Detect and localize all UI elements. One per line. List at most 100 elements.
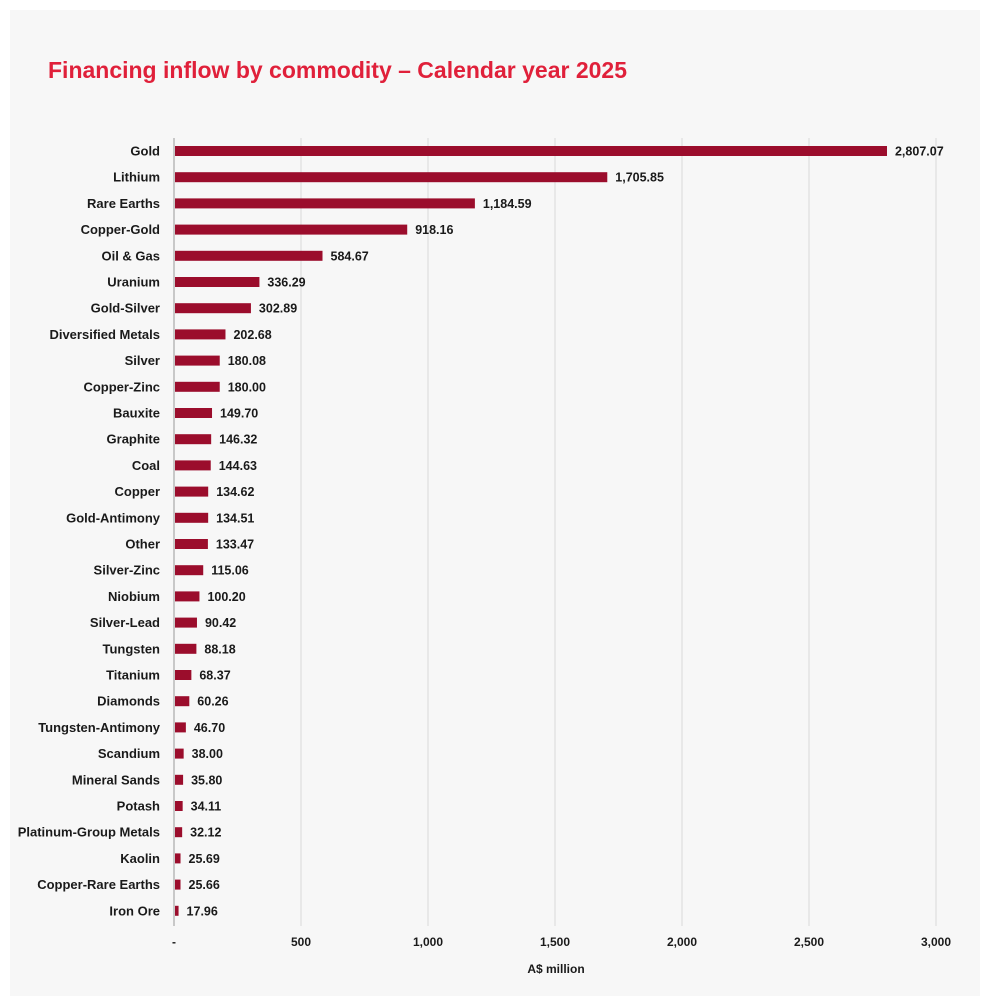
- category-label: Gold: [130, 144, 160, 159]
- bar: [175, 853, 181, 864]
- category-label: Platinum-Group Metals: [18, 825, 160, 840]
- x-axis-title: A$ million: [527, 962, 584, 976]
- bar: [175, 696, 190, 707]
- bar: [175, 801, 183, 811]
- category-label: Copper-Zinc: [83, 379, 160, 394]
- x-tick-label: 3,000: [921, 935, 951, 949]
- category-label: Silver-Zinc: [94, 563, 160, 578]
- bar: [175, 250, 323, 261]
- category-label: Gold-Silver: [91, 301, 160, 316]
- value-label: 134.62: [216, 485, 254, 499]
- x-tick-label: 1,500: [540, 935, 570, 949]
- bar: [175, 879, 181, 890]
- bar: [175, 486, 209, 497]
- bar: [175, 539, 208, 549]
- bar: [175, 643, 197, 654]
- bar: [175, 408, 213, 418]
- value-label: 32.12: [190, 826, 221, 840]
- category-label: Gold-Antimony: [66, 510, 161, 525]
- value-label: 180.00: [228, 380, 266, 394]
- bar: [175, 277, 260, 287]
- category-label: Oil & Gas: [101, 248, 160, 263]
- value-label: 1,184.59: [483, 197, 532, 211]
- bar: [175, 172, 608, 183]
- x-tick-label: 2,500: [794, 935, 824, 949]
- category-label: Tungsten: [102, 641, 160, 656]
- bar: [175, 198, 475, 209]
- value-label: 100.20: [207, 590, 245, 604]
- category-label: Silver-Lead: [90, 615, 160, 630]
- value-label: 144.63: [219, 459, 257, 473]
- bar: [175, 591, 200, 602]
- category-label: Niobium: [108, 589, 160, 604]
- x-tick-label: 1,000: [413, 935, 443, 949]
- value-label: 336.29: [267, 276, 305, 290]
- bar: [175, 565, 204, 576]
- category-label: Lithium: [113, 170, 160, 185]
- value-label: 35.80: [191, 773, 222, 787]
- labels: - 500 1,000 1,500 2,000 2,500 3,000 Gold 2,807.0…: [18, 144, 952, 950]
- value-label: 134.51: [216, 511, 254, 525]
- value-label: 180.08: [228, 354, 266, 368]
- bar: [175, 381, 220, 392]
- category-label: Silver: [125, 353, 160, 368]
- x-tick-label: 500: [291, 935, 311, 949]
- value-label: 149.70: [220, 407, 258, 421]
- category-label: Potash: [117, 799, 160, 814]
- value-label: 68.37: [199, 669, 230, 683]
- bars: [175, 146, 887, 916]
- value-label: 60.26: [197, 695, 228, 709]
- bar: [175, 905, 179, 916]
- value-label: 133.47: [216, 538, 254, 552]
- value-label: 88.18: [204, 642, 235, 656]
- category-label: Copper: [115, 484, 161, 499]
- bar: [175, 329, 226, 340]
- bar: [175, 722, 186, 733]
- x-tick-label: -: [172, 935, 176, 949]
- bar: [175, 774, 184, 785]
- category-label: Mineral Sands: [72, 772, 160, 787]
- bar: [175, 670, 192, 680]
- bar: [175, 355, 220, 366]
- category-label: Graphite: [107, 432, 160, 447]
- value-label: 46.70: [194, 721, 225, 735]
- value-label: 25.66: [189, 878, 220, 892]
- category-label: Other: [125, 537, 160, 552]
- value-label: 25.69: [189, 852, 220, 866]
- value-label: 2,807.07: [895, 145, 944, 159]
- x-tick-label: 2,000: [667, 935, 697, 949]
- category-label: Scandium: [98, 746, 160, 761]
- value-label: 38.00: [192, 747, 223, 761]
- category-label: Diversified Metals: [49, 327, 160, 342]
- value-label: 17.96: [187, 904, 218, 918]
- chart-title: Financing inflow by commodity – Calendar…: [48, 57, 627, 83]
- bar: [175, 224, 408, 235]
- bar: [175, 146, 887, 156]
- category-label: Copper-Rare Earths: [37, 877, 160, 892]
- bar: [175, 512, 209, 523]
- bar: [175, 434, 212, 445]
- category-label: Bauxite: [113, 406, 160, 421]
- bar: [175, 460, 211, 471]
- category-label: Diamonds: [97, 694, 160, 709]
- value-label: 918.16: [415, 223, 453, 237]
- value-label: 302.89: [259, 302, 297, 316]
- gridlines: [173, 138, 937, 926]
- value-label: 1,705.85: [615, 171, 664, 185]
- category-label: Coal: [132, 458, 160, 473]
- value-label: 34.11: [191, 800, 222, 814]
- category-label: Copper-Gold: [81, 222, 160, 237]
- category-label: Iron Ore: [109, 903, 160, 918]
- bar: [175, 617, 197, 628]
- category-label: Tungsten-Antimony: [38, 720, 161, 735]
- value-label: 202.68: [233, 328, 271, 342]
- bar: [175, 748, 184, 759]
- value-label: 146.32: [219, 433, 257, 447]
- bar: [175, 303, 251, 314]
- category-label: Titanium: [106, 668, 160, 683]
- bar: [175, 827, 183, 838]
- category-label: Kaolin: [120, 851, 160, 866]
- category-label: Uranium: [107, 275, 160, 290]
- category-label: Rare Earths: [87, 196, 160, 211]
